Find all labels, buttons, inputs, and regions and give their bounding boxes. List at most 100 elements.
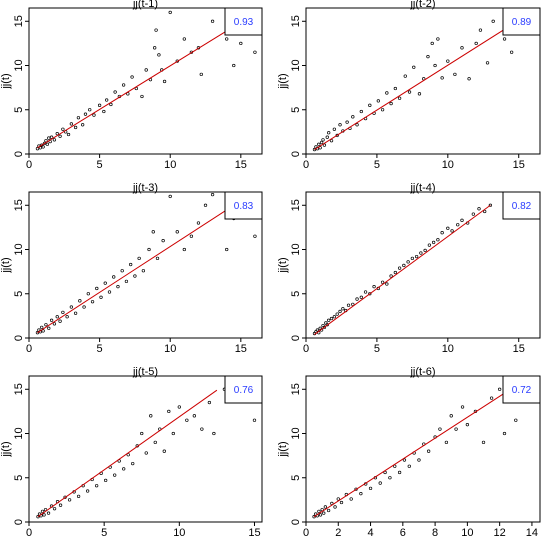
data-point — [61, 127, 65, 131]
plot-frame — [305, 191, 541, 339]
data-point — [103, 281, 107, 285]
scatter-panel-1: jj(t-1) jj(t) 0 5 10 15 0 5 10 15 0.93 — [0, 0, 263, 171]
data-point — [58, 134, 62, 138]
x-tick-label: 10 — [173, 527, 185, 539]
correlation-value: 0.76 — [234, 385, 254, 396]
data-point — [42, 141, 47, 146]
data-point — [467, 77, 471, 81]
data-point — [349, 497, 353, 501]
x-tick-label: 5 — [97, 343, 103, 355]
x-tick-label: 0 — [26, 159, 32, 171]
data-point — [47, 136, 51, 140]
data-point — [210, 19, 215, 23]
y-tick-label: 10 — [13, 427, 25, 439]
data-point — [380, 280, 385, 284]
data-point — [90, 300, 95, 304]
data-point — [199, 72, 203, 77]
data-point — [312, 147, 317, 152]
data-point — [129, 262, 133, 267]
data-point — [393, 270, 397, 275]
data-point — [86, 292, 90, 296]
data-point — [351, 115, 355, 119]
y-tick-label: 5 — [13, 291, 25, 297]
data-point — [354, 487, 358, 491]
data-point — [389, 101, 393, 106]
data-point — [329, 316, 334, 321]
scatter-panel-3: jj(t-3) jj(t) 0 5 10 15 0 5 10 15 0.83 — [0, 182, 263, 355]
data-point — [315, 328, 319, 332]
plot-frame — [28, 375, 263, 523]
data-point — [210, 193, 215, 197]
data-point — [225, 247, 229, 252]
data-point — [327, 131, 331, 135]
plot-frame — [28, 7, 263, 155]
data-point — [69, 122, 74, 126]
x-tick-label: 5 — [374, 343, 380, 355]
data-point — [109, 102, 113, 107]
data-point — [478, 28, 483, 32]
x-tick-label: 12 — [494, 527, 506, 539]
data-point — [417, 92, 422, 96]
data-point — [76, 116, 81, 120]
y-tick-label: 15 — [13, 15, 25, 27]
data-point — [147, 247, 151, 252]
data-point — [153, 440, 157, 445]
data-point — [99, 295, 103, 299]
correlation-box — [224, 191, 263, 220]
data-point — [124, 279, 129, 284]
x-tick-label: 0 — [303, 159, 309, 171]
data-point — [481, 440, 486, 445]
correlation-value: 0.89 — [512, 17, 532, 28]
data-point — [122, 467, 126, 471]
data-point — [239, 41, 243, 46]
data-point — [332, 127, 337, 131]
data-point — [171, 431, 175, 436]
data-point — [116, 285, 120, 289]
data-point — [144, 451, 148, 455]
data-point — [162, 449, 166, 453]
data-point — [341, 307, 345, 311]
data-point — [436, 37, 440, 41]
data-point — [44, 323, 48, 327]
x-tick-label: 10 — [164, 343, 176, 355]
data-point — [438, 427, 442, 431]
plot-frame — [305, 7, 541, 155]
x-tick-label: 15 — [513, 343, 525, 355]
y-axis-label: jj(t) — [0, 73, 12, 89]
data-point — [65, 315, 69, 319]
y-tick-label: 5 — [290, 107, 302, 113]
data-point — [157, 53, 161, 57]
data-point — [133, 274, 137, 278]
x-tick-label: 2 — [335, 527, 341, 539]
data-point — [426, 55, 430, 59]
data-point — [76, 494, 81, 498]
data-point — [335, 133, 339, 138]
data-point — [112, 275, 116, 279]
panel-title: jj(t-2) — [409, 0, 435, 10]
fit-line — [314, 24, 512, 150]
data-point — [225, 37, 229, 41]
y-tick-label: 0 — [13, 151, 25, 157]
x-tick-label: 10 — [442, 343, 454, 355]
data-point — [102, 109, 106, 114]
data-point — [49, 318, 54, 322]
data-point — [329, 139, 334, 143]
data-point — [42, 513, 46, 517]
data-point — [104, 478, 108, 483]
data-point — [431, 240, 436, 245]
x-tick-label: 0 — [303, 527, 309, 539]
data-point — [393, 86, 397, 91]
data-point — [130, 75, 134, 79]
data-point — [131, 461, 135, 466]
data-point — [137, 256, 141, 261]
data-point — [456, 223, 460, 227]
data-point — [318, 513, 323, 517]
x-tick-label: 0 — [26, 343, 32, 355]
data-point — [355, 297, 359, 301]
data-point — [351, 302, 355, 307]
data-point — [113, 473, 117, 477]
data-point — [58, 503, 63, 507]
data-point — [414, 254, 419, 259]
data-point — [327, 318, 331, 322]
